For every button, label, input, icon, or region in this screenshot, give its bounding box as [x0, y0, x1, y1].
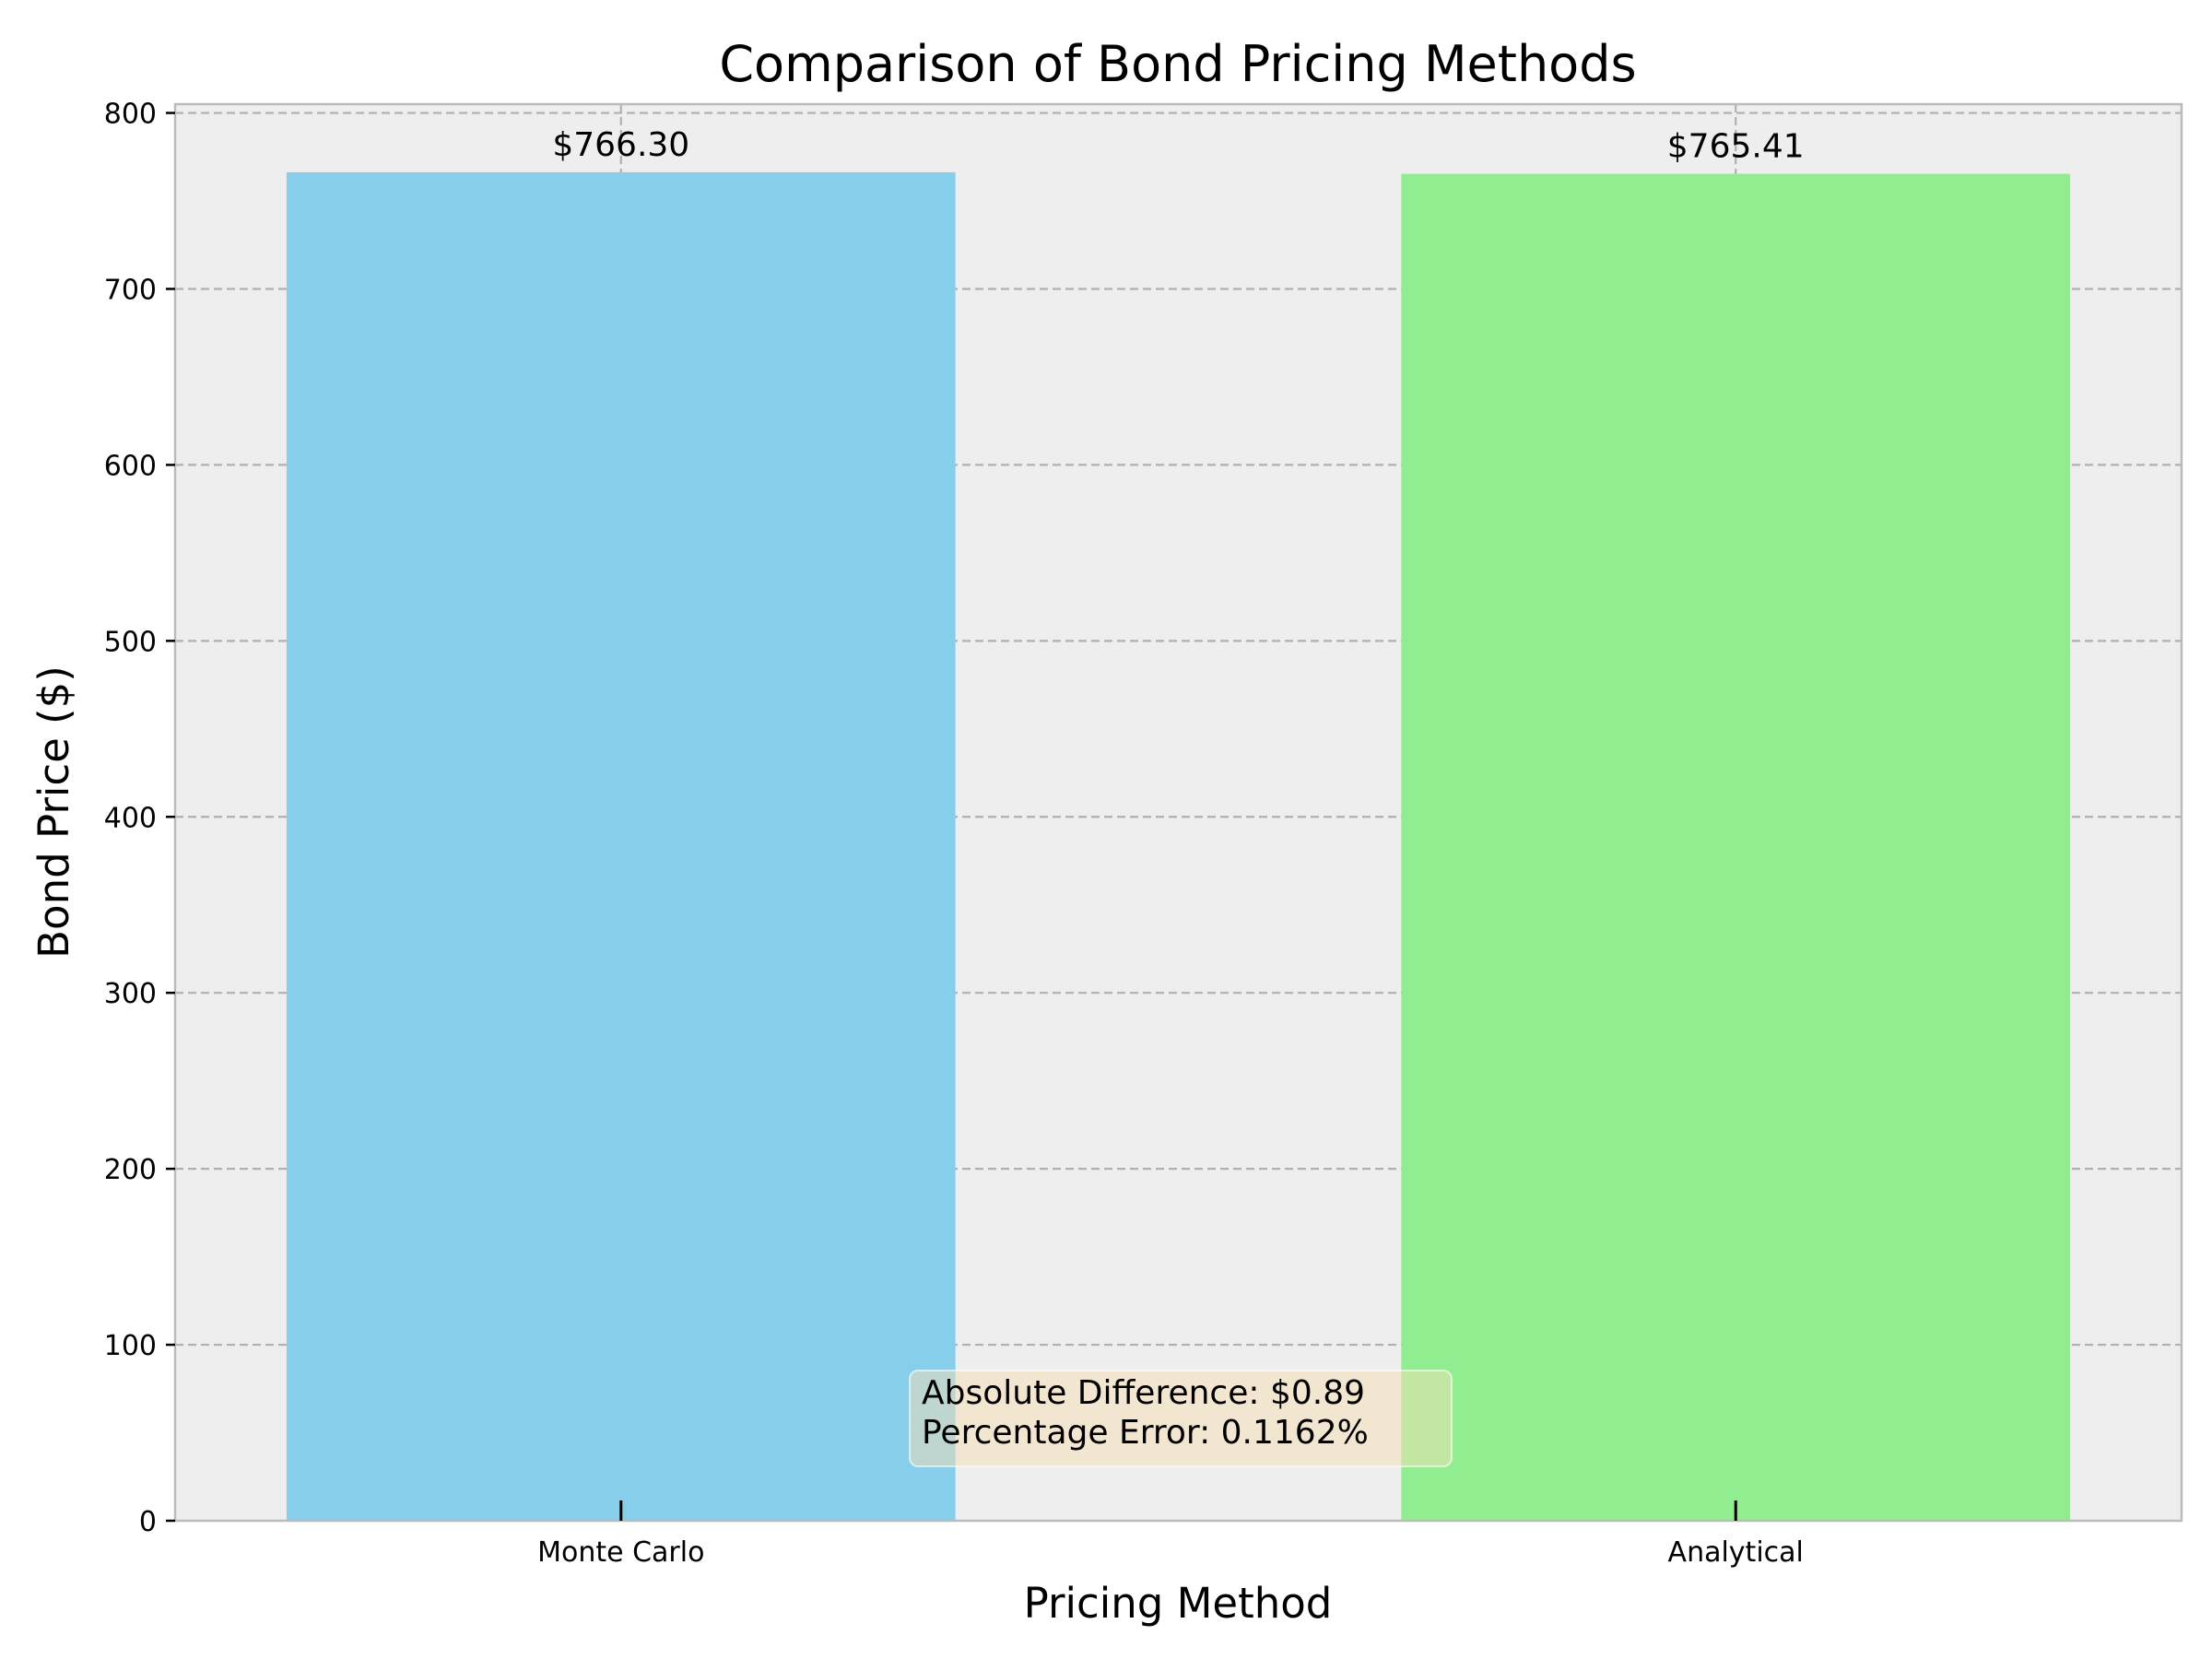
y-tick-label: 500 [104, 626, 157, 658]
bar-value-label: $766.30 [552, 126, 689, 164]
x-tick-label: Analytical [1668, 1536, 1804, 1569]
y-tick-label: 600 [104, 450, 157, 482]
plot-frame [173, 102, 2183, 1523]
bar-value-label: $765.41 [1667, 128, 1805, 166]
data-labels: $766.30 $765.41 [552, 126, 1804, 166]
y-axis-title: Bond Price ($) [29, 665, 78, 959]
bar [1401, 173, 2071, 1521]
chart-title: Comparison of Bond Pricing Methods [719, 35, 1636, 93]
y-tick-label: 700 [104, 274, 157, 306]
x-tick-label: Monte Carlo [537, 1536, 704, 1569]
axis-ticks: 0 100 200 300 400 500 600 700 800 Monte Carlo Anal… [104, 99, 1804, 1569]
annotation-line: Percentage Error: 0.1162% [922, 1414, 1369, 1452]
y-tick-label: 200 [104, 1154, 157, 1186]
y-tick-label: 100 [104, 1330, 157, 1362]
bar [286, 171, 956, 1521]
bars [286, 171, 2071, 1521]
y-tick-label: 300 [104, 978, 157, 1010]
annotation-line: Absolute Difference: $0.89 [922, 1374, 1365, 1412]
y-tick-label: 800 [104, 99, 157, 131]
y-tick-label: 0 [139, 1506, 157, 1538]
x-axis-title: Pricing Method [1024, 1579, 1333, 1628]
annotation-background [909, 1370, 1453, 1467]
y-tick-label: 400 [104, 802, 157, 834]
